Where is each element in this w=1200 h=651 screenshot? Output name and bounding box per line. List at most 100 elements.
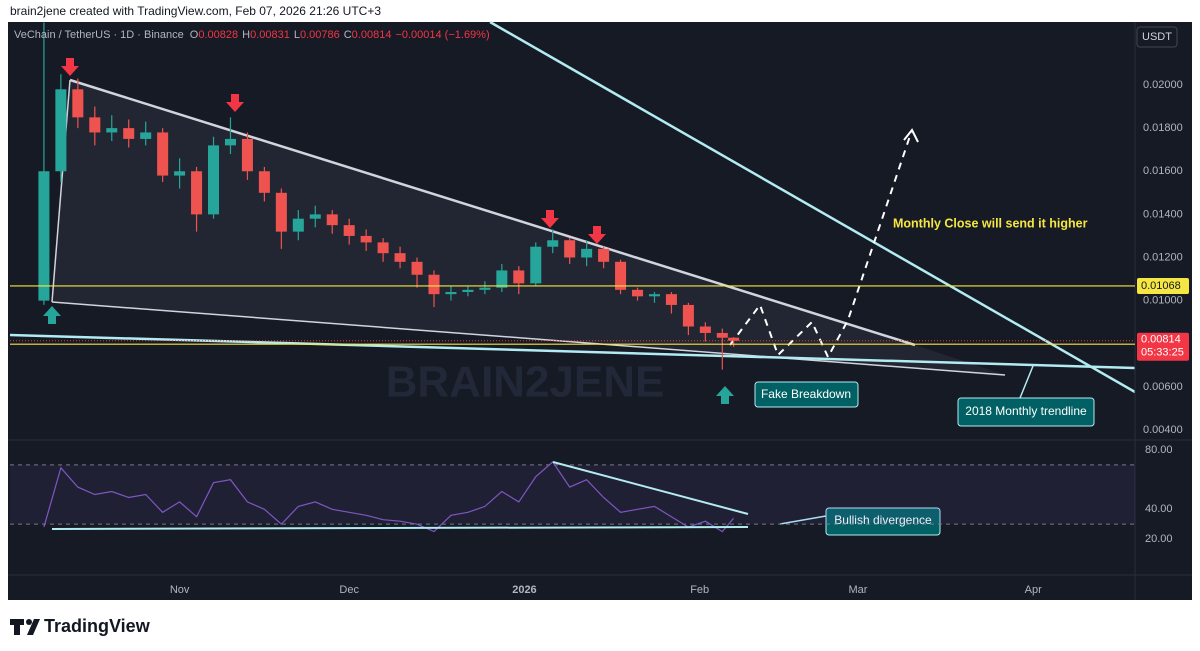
annotation-text: Monthly Close will send it higher — [893, 216, 1088, 230]
rsi-tick-label: 20.00 — [1145, 533, 1173, 545]
wedge-fill — [52, 80, 1005, 375]
wedge — [51, 78, 1006, 376]
attribution: brain2jene created with TradingView.com,… — [10, 4, 381, 18]
price-pane — [38, 22, 740, 370]
candle-body — [530, 246, 542, 284]
y-tick-label: 0.01400 — [1143, 208, 1183, 220]
candle-body — [106, 128, 118, 133]
ohlc-low: 0.00786 — [300, 29, 340, 41]
y-tick-label: 0.02000 — [1143, 79, 1183, 91]
candle-body — [581, 248, 593, 258]
candle-body — [682, 304, 694, 327]
candle-body — [224, 138, 236, 146]
x-tick-label: Dec — [339, 584, 359, 596]
divergence-line — [552, 461, 749, 515]
candle-body — [140, 132, 152, 139]
candle-body — [377, 242, 389, 254]
candle-body — [208, 145, 220, 215]
x-tick-label: Apr — [1025, 584, 1042, 596]
candle-body — [191, 171, 203, 215]
annotation-box — [754, 381, 859, 408]
candle-body — [716, 332, 728, 338]
ohlc-change: −0.00014 (−1.69%) — [395, 29, 489, 41]
candle-body — [326, 214, 338, 226]
ohlc-close: 0.00814 — [352, 29, 392, 41]
resistance-line — [489, 20, 1136, 394]
annotation-text: 2018 Monthly trendline — [965, 404, 1087, 418]
y-tick-label: 0.01800 — [1143, 122, 1183, 134]
candle-body — [309, 214, 321, 219]
projection-head — [903, 128, 919, 143]
candle-body — [89, 117, 101, 133]
candle-body — [632, 289, 644, 297]
candle-body — [275, 192, 287, 232]
rsi-band — [10, 464, 1135, 525]
rsi-tick-label: 40.00 — [1145, 503, 1173, 515]
candle-body — [360, 235, 372, 243]
y-tick-label: 0.01000 — [1143, 295, 1183, 307]
symbol-title: VeChain / TetherUS · 1D · Binance O0.0082… — [14, 29, 490, 41]
annotation-box — [825, 507, 941, 536]
ohlc-label: C — [344, 29, 352, 41]
candle-body — [462, 289, 474, 292]
candle-body — [428, 274, 440, 295]
currency: USDT — [1142, 31, 1172, 43]
candle-body — [728, 337, 740, 341]
candle-body — [665, 294, 677, 305]
ohlc-label: O — [190, 29, 199, 41]
candle-body — [38, 171, 50, 301]
candle-body — [598, 248, 610, 262]
ohlc-high: 0.00831 — [250, 29, 290, 41]
brand-logo — [10, 619, 40, 635]
x-tick-label: Mar — [849, 584, 868, 596]
price-tag — [1137, 277, 1189, 294]
ohlc-label: L — [294, 29, 300, 41]
candle-body — [343, 225, 355, 236]
candle-body — [72, 89, 84, 118]
top-arrows — [61, 58, 606, 244]
trendline-2018 — [9, 333, 1136, 370]
watermark: BRAIN2JENE — [386, 358, 665, 407]
x-tick-label: Nov — [170, 584, 190, 596]
candle-body — [157, 132, 169, 176]
title: VeChain / TetherUS · 1D · Binance — [14, 29, 184, 41]
annotation-box — [957, 397, 1095, 427]
candle-body — [496, 270, 508, 288]
divergence-line — [51, 526, 749, 530]
price-tag-label: 0.01068 — [1141, 280, 1181, 292]
candle-body — [564, 240, 576, 258]
candle-body — [55, 89, 67, 172]
y-tick-label: 0.00400 — [1143, 424, 1183, 436]
brand: TradingView — [44, 616, 151, 636]
candle-body — [258, 171, 270, 193]
candle-body — [615, 261, 627, 290]
ohlc-open: 0.00828 — [198, 29, 238, 41]
candle-body — [123, 128, 135, 139]
rsi-tick-label: 80.00 — [1145, 444, 1173, 456]
ohlc-label: H — [242, 29, 250, 41]
x-tick-label: Feb — [690, 584, 709, 596]
candle-body — [513, 270, 525, 284]
callout — [1019, 365, 1034, 399]
last-price-label: 0.00814 — [1141, 334, 1181, 346]
bottom-arrows — [43, 306, 734, 404]
candle-body — [699, 326, 711, 333]
candle-body — [411, 261, 423, 275]
candle-body — [445, 291, 457, 295]
candle-body — [479, 287, 491, 290]
candle-body — [648, 294, 660, 297]
rsi-line — [43, 461, 735, 533]
candle-body — [394, 253, 406, 262]
y-tick-label: 0.01600 — [1143, 165, 1183, 177]
y-tick-label: 0.01200 — [1143, 251, 1183, 263]
x-tick-label: 2026 — [512, 584, 536, 596]
currency-box[interactable] — [1136, 26, 1178, 48]
candle-body — [292, 218, 304, 232]
candle-body — [547, 240, 559, 247]
y-tick-label: 0.00600 — [1143, 381, 1183, 393]
candle-body — [174, 171, 186, 176]
last-price-tag — [1137, 332, 1189, 361]
annotation-text: Fake Breakdown — [761, 387, 851, 401]
callout — [779, 515, 827, 525]
